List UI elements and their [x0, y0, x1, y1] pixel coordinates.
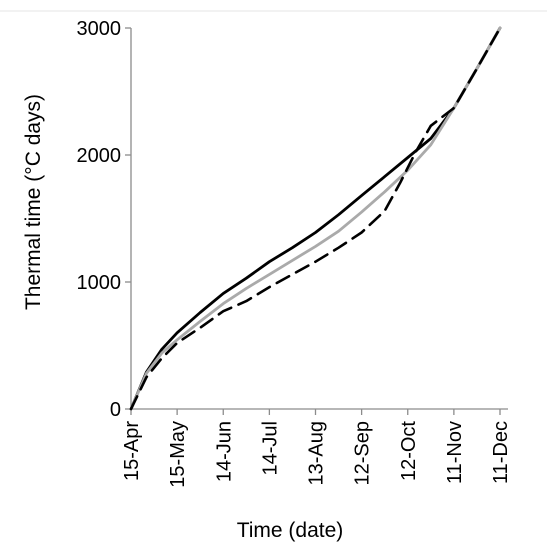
y-axis-title: Thermal time (°C days) — [22, 94, 45, 310]
y-tick-label: 3000 — [77, 18, 122, 40]
y-tick-label: 1000 — [77, 272, 122, 294]
x-tick-label: 14-Jul — [259, 421, 281, 475]
x-tick-label: 13-Aug — [306, 421, 328, 486]
x-tick-label: 12-Sep — [352, 421, 374, 486]
x-tick-label: 14-Jun — [213, 421, 235, 482]
series-line-dashed-black — [129, 26, 502, 411]
y-tick-label: 2000 — [77, 145, 122, 167]
series-line-solid-black — [129, 26, 502, 411]
x-tick-label: 15-May — [167, 421, 189, 488]
series-line-solid-grey — [129, 26, 502, 411]
x-tick-label: 11-Dec — [490, 421, 512, 484]
x-tick-label: 15-Apr — [121, 421, 143, 481]
y-tick-label: 0 — [110, 399, 121, 421]
x-axis-title: Time (date) — [237, 519, 344, 542]
x-tick-label: 12-Oct — [398, 421, 420, 481]
x-tick-label: 11-Nov — [444, 421, 466, 484]
